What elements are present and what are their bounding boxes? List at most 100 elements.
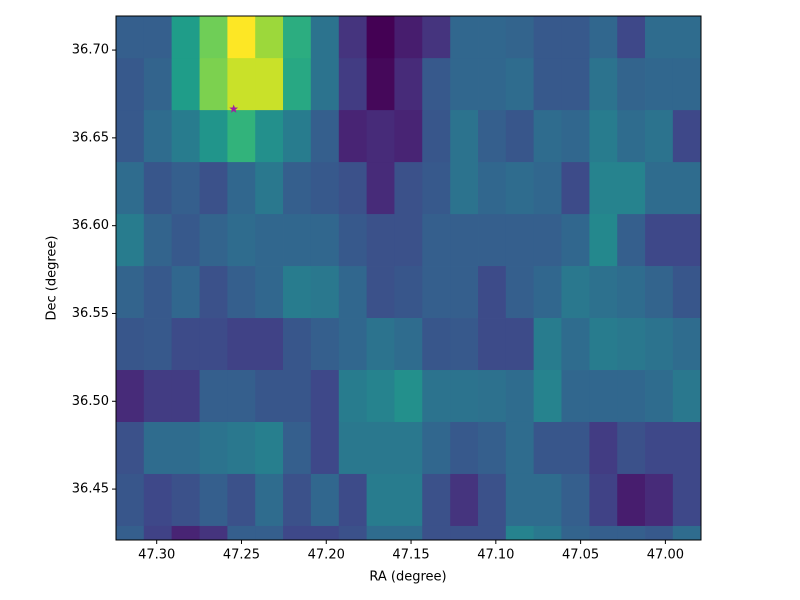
heat-cell xyxy=(589,214,618,267)
heat-cell xyxy=(533,370,562,423)
heat-cell xyxy=(450,214,479,267)
heat-cell xyxy=(672,162,702,215)
heat-cell xyxy=(672,266,702,319)
y-tick-label: 36.55 xyxy=(72,306,109,321)
heat-cell xyxy=(450,266,479,319)
heat-cell xyxy=(116,110,145,163)
heat-cell xyxy=(283,16,312,59)
heat-cell xyxy=(478,473,507,527)
heat-cell xyxy=(310,318,340,371)
heat-cell xyxy=(561,266,590,319)
heat-cell xyxy=(310,110,340,163)
heat-cell xyxy=(617,214,646,267)
heat-cell xyxy=(645,58,674,111)
heat-cell xyxy=(505,370,535,423)
heat-cell xyxy=(617,421,646,475)
heat-cell xyxy=(199,421,228,475)
heat-cell xyxy=(199,214,228,267)
heat-cell xyxy=(422,162,451,215)
heat-cell xyxy=(672,370,702,423)
heat-cell xyxy=(227,214,256,267)
heat-cell xyxy=(589,266,618,319)
x-tick-label: 47.10 xyxy=(477,548,514,563)
heat-cell xyxy=(366,58,395,111)
heat-cell xyxy=(589,16,618,59)
heat-cell xyxy=(366,318,395,371)
heat-cell xyxy=(589,421,618,475)
heat-cell xyxy=(255,473,284,527)
heat-cell xyxy=(645,266,674,319)
heat-cell xyxy=(227,58,256,111)
heat-cell xyxy=(283,214,312,267)
heat-cell xyxy=(645,214,674,267)
heat-cell xyxy=(283,266,312,319)
y-tick-label: 36.50 xyxy=(72,394,109,409)
heat-cell xyxy=(617,266,646,319)
heat-cell xyxy=(645,162,674,215)
heat-cell xyxy=(143,266,173,319)
heat-cell xyxy=(116,370,145,423)
heat-cell xyxy=(338,162,368,215)
heat-cell xyxy=(255,318,284,371)
heat-cell xyxy=(338,266,368,319)
heat-cell xyxy=(672,318,702,371)
heat-cell xyxy=(617,370,646,423)
heat-cell xyxy=(171,525,200,541)
heat-cell xyxy=(143,370,173,423)
heat-cell xyxy=(505,266,535,319)
heat-cell xyxy=(533,110,562,163)
heat-cell xyxy=(366,370,395,423)
heat-cell xyxy=(310,162,340,215)
heat-cell xyxy=(505,214,535,267)
heat-cell xyxy=(199,318,228,371)
heat-cell xyxy=(394,58,423,111)
heat-cell xyxy=(394,473,423,527)
heat-cell xyxy=(283,110,312,163)
heat-cell xyxy=(366,421,395,475)
heat-cell xyxy=(338,58,368,111)
heat-cell xyxy=(478,214,507,267)
heat-cell xyxy=(283,318,312,371)
heat-cell xyxy=(199,110,228,163)
heat-cell xyxy=(310,473,340,527)
heat-cell xyxy=(561,110,590,163)
heat-cell xyxy=(171,214,200,267)
heat-cell xyxy=(171,58,200,111)
heat-cell xyxy=(422,110,451,163)
heat-cell xyxy=(505,162,535,215)
heat-cell xyxy=(227,318,256,371)
heat-cell xyxy=(227,266,256,319)
heat-cell xyxy=(422,266,451,319)
heat-cell xyxy=(645,525,674,541)
heat-cell xyxy=(227,162,256,215)
heat-cell xyxy=(171,162,200,215)
heat-cell xyxy=(143,473,173,527)
heat-cell xyxy=(533,421,562,475)
plot-frame xyxy=(115,15,702,541)
heat-cell xyxy=(589,525,618,541)
heat-cell xyxy=(116,214,145,267)
heat-cell xyxy=(478,110,507,163)
star-marker xyxy=(229,104,239,113)
heat-cell xyxy=(394,266,423,319)
heat-cell xyxy=(422,16,451,59)
heat-cell xyxy=(533,162,562,215)
heat-cell xyxy=(116,266,145,319)
heat-cell xyxy=(394,110,423,163)
heat-cell xyxy=(533,16,562,59)
heat-cell xyxy=(672,214,702,267)
heat-cell xyxy=(478,266,507,319)
y-tick-label: 36.70 xyxy=(72,43,109,58)
heat-cell xyxy=(227,110,256,163)
heat-cell xyxy=(366,162,395,215)
heat-cell xyxy=(227,421,256,475)
heat-cell xyxy=(589,58,618,111)
heat-cell xyxy=(366,525,395,541)
heat-cell xyxy=(116,162,145,215)
heat-cell xyxy=(255,58,284,111)
heat-cell xyxy=(478,162,507,215)
heat-cell xyxy=(561,16,590,59)
y-tick-label: 36.60 xyxy=(72,218,109,233)
heat-cell xyxy=(310,421,340,475)
